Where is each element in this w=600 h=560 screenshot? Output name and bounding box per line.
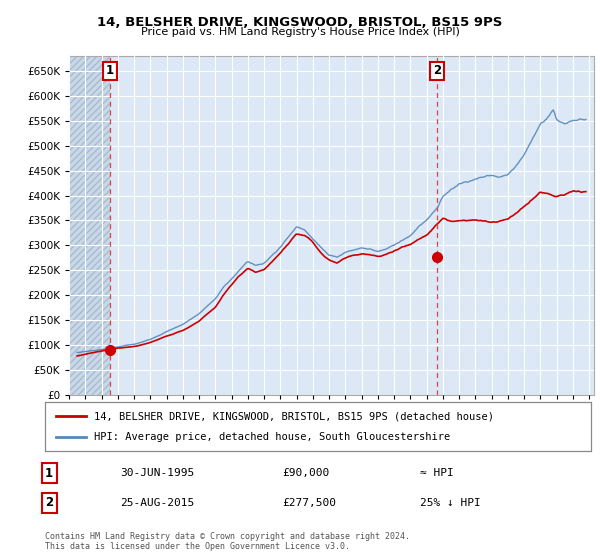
Text: 1: 1 (45, 466, 53, 480)
Text: Contains HM Land Registry data © Crown copyright and database right 2024.
This d: Contains HM Land Registry data © Crown c… (45, 532, 410, 552)
Text: 25-AUG-2015: 25-AUG-2015 (120, 498, 194, 508)
Text: 30-JUN-1995: 30-JUN-1995 (120, 468, 194, 478)
Polygon shape (69, 56, 110, 395)
Text: 1: 1 (106, 64, 113, 77)
Text: Price paid vs. HM Land Registry's House Price Index (HPI): Price paid vs. HM Land Registry's House … (140, 27, 460, 37)
Text: ≈ HPI: ≈ HPI (420, 468, 454, 478)
Text: 2: 2 (45, 496, 53, 510)
Text: 2: 2 (433, 64, 441, 77)
Text: £90,000: £90,000 (282, 468, 329, 478)
Text: HPI: Average price, detached house, South Gloucestershire: HPI: Average price, detached house, Sout… (94, 432, 451, 442)
Text: 14, BELSHER DRIVE, KINGSWOOD, BRISTOL, BS15 9PS (detached house): 14, BELSHER DRIVE, KINGSWOOD, BRISTOL, B… (94, 411, 494, 421)
Text: 25% ↓ HPI: 25% ↓ HPI (420, 498, 481, 508)
Text: 14, BELSHER DRIVE, KINGSWOOD, BRISTOL, BS15 9PS: 14, BELSHER DRIVE, KINGSWOOD, BRISTOL, B… (97, 16, 503, 29)
Text: £277,500: £277,500 (282, 498, 336, 508)
